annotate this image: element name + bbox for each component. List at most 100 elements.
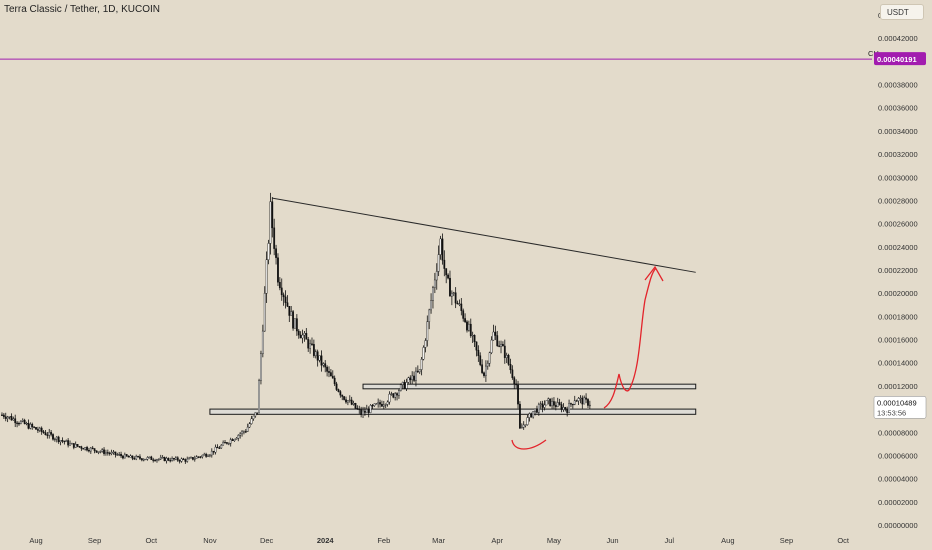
candle-body [577, 398, 580, 402]
candle-body [522, 424, 525, 428]
candle-body [473, 335, 476, 343]
candle-body [464, 318, 467, 323]
x-tick-label: Jun [607, 536, 619, 545]
candle-body [362, 410, 364, 415]
candle-body [142, 459, 145, 461]
candle-body [173, 458, 175, 460]
candle-body [405, 382, 408, 389]
candle-body [250, 418, 253, 424]
candle-body [72, 443, 75, 448]
candle-body [193, 458, 196, 460]
candle-body [326, 366, 329, 372]
candle-body [481, 364, 484, 373]
candle-body [392, 393, 395, 398]
candle-body [76, 443, 79, 447]
candle-body [80, 446, 83, 449]
currency-button[interactable]: USDT [880, 4, 924, 20]
candle-body [295, 318, 298, 332]
candle-body [377, 402, 380, 404]
candle-body [449, 277, 451, 297]
candle-body [437, 254, 440, 272]
candle-body [339, 391, 342, 396]
candle-body [356, 408, 359, 410]
candle-body [575, 400, 578, 402]
candle-body [558, 402, 561, 405]
x-tick-label: Nov [203, 536, 217, 545]
candle-body [88, 450, 90, 452]
candle-body [184, 459, 187, 462]
x-tick-label: Apr [491, 536, 503, 545]
candle-body [137, 456, 139, 458]
candle-body [235, 438, 238, 440]
last-price-label: 0.00010489 [877, 398, 917, 407]
candle-body [120, 454, 122, 457]
ch-label: CH [868, 49, 879, 58]
candle-body [579, 397, 582, 399]
candle-body [471, 335, 474, 337]
x-tick-label: Feb [377, 536, 390, 545]
candle-body [547, 398, 550, 401]
descending-trendline[interactable] [272, 197, 696, 273]
candle-body [44, 432, 47, 436]
candle-body [519, 403, 521, 429]
candle-body [435, 271, 438, 281]
y-tick-label: 0.00014000 [878, 359, 918, 368]
candle-body [534, 408, 536, 412]
arrow-head-icon [644, 265, 664, 282]
candle-body [458, 303, 461, 305]
candle-body [8, 416, 11, 418]
y-tick-label: 0.00008000 [878, 428, 918, 437]
candle-body [371, 405, 374, 407]
bottom-curve-drawing[interactable] [511, 439, 547, 450]
x-tick-label: Jul [664, 536, 674, 545]
candle-body [140, 458, 143, 461]
candle-body [159, 457, 162, 460]
candle-body [443, 259, 446, 269]
candle-body [426, 321, 429, 341]
candle-body [539, 403, 542, 405]
candle-body [507, 355, 510, 365]
candle-body [292, 311, 294, 329]
candle-body [415, 370, 417, 381]
candle-body [354, 403, 357, 409]
candle-body [4, 416, 7, 419]
candle-body [38, 427, 41, 431]
projection-arrow-drawing[interactable] [603, 267, 657, 409]
candle-body [551, 401, 553, 407]
candle-body [318, 355, 321, 361]
support-zone-2[interactable] [362, 383, 697, 390]
candle-body [263, 293, 266, 332]
x-tick-label: Sep [780, 536, 793, 545]
candle-body [195, 456, 198, 459]
candle-body [146, 457, 149, 460]
candle-body [428, 309, 431, 322]
candle-body [367, 409, 370, 413]
candle-body [65, 440, 68, 443]
candle-body [169, 460, 172, 462]
support-zone-1[interactable] [209, 408, 697, 415]
candle-body [322, 363, 325, 366]
candle-body [269, 201, 272, 244]
candle-body [190, 457, 192, 459]
candle-body [239, 433, 242, 436]
candle-body [509, 364, 512, 371]
candle-body [530, 413, 533, 418]
candle-body [477, 349, 480, 356]
candle-body [210, 450, 213, 456]
candle-body [430, 300, 432, 311]
candle-body [139, 456, 141, 459]
candle-body [581, 397, 584, 405]
candle-body [241, 431, 243, 435]
candle-body [265, 259, 268, 294]
candle-body [554, 405, 557, 407]
x-tick-label: Sep [88, 536, 101, 545]
candle-body [536, 408, 538, 413]
candle-body [40, 427, 43, 432]
candle-body [19, 421, 22, 424]
candle-body [381, 404, 383, 407]
candle-body [199, 456, 202, 458]
candle-body [343, 396, 346, 400]
candle-body [237, 435, 240, 439]
